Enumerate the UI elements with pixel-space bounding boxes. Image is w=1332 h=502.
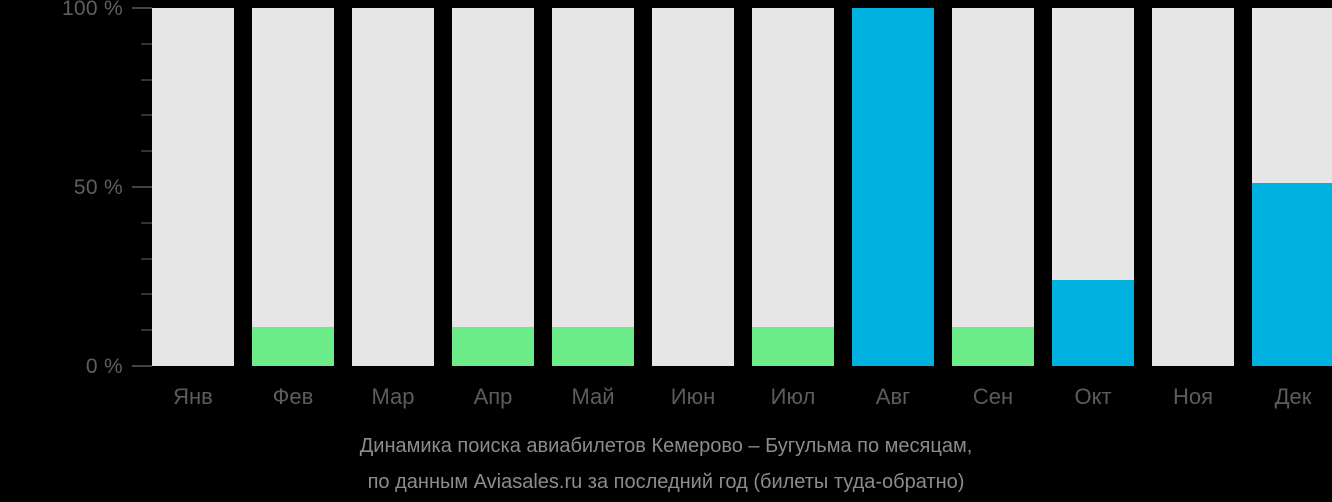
caption-line-1: Динамика поиска авиабилетов Кемерово – Б… [359,435,973,457]
y-axis-tick-mark [141,257,152,260]
y-axis: 100 % 50 % 0 % [0,0,152,380]
caption-line-2: по данным Aviasales.ru за последний год … [367,471,965,493]
bar-column[interactable] [152,8,234,366]
y-axis-tick-mark [132,186,152,188]
y-axis-tick-mark [141,329,152,332]
y-axis-tick-mark [141,78,152,81]
bar-fill [952,326,1034,366]
bar-track [452,8,534,366]
x-axis: Янв Фев Мар Апр Май Июн Июл Авг Сен Окт Ноя Дек [152,378,1332,416]
y-axis-tick-mark [132,365,152,367]
x-axis-label: Сен [972,384,1014,409]
x-axis-label: Ноя [1172,384,1214,409]
bar-column[interactable] [1152,8,1234,366]
x-axis-label: Июл [770,384,816,409]
bar-column[interactable] [1252,8,1332,366]
x-axis-label: Апр [473,384,513,409]
bar-track [752,8,834,366]
bar-fill [452,326,534,366]
x-axis-label: Мар [371,384,415,409]
x-axis-label: Фев [272,384,314,409]
y-axis-tick-label: 100 % [61,0,123,20]
bar-column[interactable] [752,8,834,366]
bar-fill [1252,183,1332,366]
bar-fill [552,326,634,366]
y-axis-tick-mark [141,114,152,117]
x-axis-label: Дек [1274,384,1312,409]
bar-fill [252,326,334,366]
y-axis-tick-label: 0 % [85,354,123,378]
bar-track [252,8,334,366]
bar-column[interactable] [352,8,434,366]
x-axis-label: Авг [875,384,911,409]
bar-column[interactable] [652,8,734,366]
plot-area [152,8,1332,366]
bar-track [952,8,1034,366]
y-axis-tick-mark [141,42,152,45]
y-axis-tick-mark [132,7,152,9]
bar-track [1152,8,1234,366]
chart-caption: Динамика поиска авиабилетов Кемерово – Б… [0,428,1332,500]
bar-column[interactable] [452,8,534,366]
bar-column[interactable] [552,8,634,366]
y-axis-tick-mark [141,221,152,224]
x-axis-label: Окт [1074,384,1112,409]
y-axis-tick-label: 50 % [73,175,123,199]
x-axis-label: Май [571,384,615,409]
bar-fill [852,8,934,366]
bar-track [352,8,434,366]
bar-column[interactable] [952,8,1034,366]
bar-column[interactable] [252,8,334,366]
bar-column[interactable] [852,8,934,366]
bar-track [152,8,234,366]
y-axis-tick-mark [141,293,152,296]
y-axis-tick-mark [141,150,152,153]
x-axis-label: Янв [173,384,213,409]
bar-track [552,8,634,366]
bar-fill [1052,280,1134,366]
bar-fill [752,326,834,366]
x-axis-label: Июн [670,384,716,409]
bar-track [652,8,734,366]
bar-column[interactable] [1052,8,1134,366]
